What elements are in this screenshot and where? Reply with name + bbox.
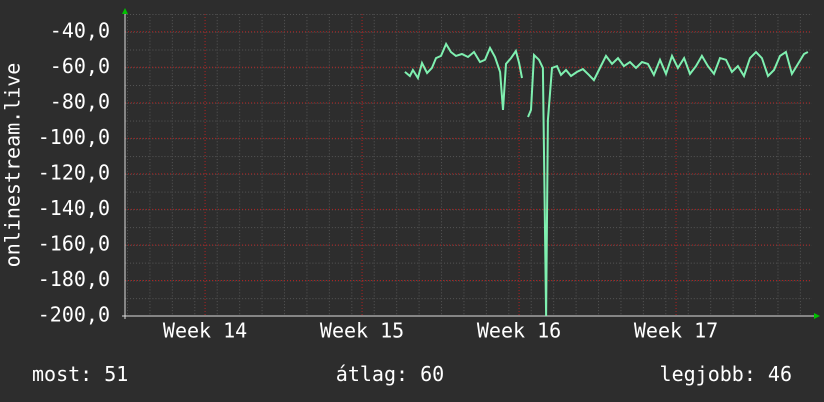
stat-value: 51 [104,362,128,386]
stats: most: 51 átlag: 60 legjobb: 46 [32,362,792,386]
x-tick-label: Week 17 [634,319,718,343]
stat-label: legjobb: [660,362,756,386]
y-tick-label: -80,0 [50,89,110,113]
y-axis-label: onlinestream.live [1,63,25,268]
stat: most: 51 [32,362,128,386]
y-tick-label: -140,0 [38,196,110,220]
stat-label: most: [32,362,92,386]
stat-label: átlag: [336,362,408,386]
y-tick-label: -120,0 [38,160,110,184]
minor-grid [125,14,812,316]
y-tick-label: -180,0 [38,267,110,291]
x-tick-label: Week 14 [163,319,247,343]
y-tick-label: -160,0 [38,231,110,255]
stat-value: 60 [420,362,444,386]
x-axis-arrow [814,313,820,319]
y-axis-arrow [122,8,128,14]
stat: átlag: 60 [336,362,444,386]
y-tick-label: -200,0 [38,303,110,327]
y-tick-label: -60,0 [50,54,110,78]
x-tick-label: Week 16 [477,319,561,343]
y-tick-label: -40,0 [50,18,110,42]
y-tick-label: -100,0 [38,125,110,149]
stat-value: 46 [768,362,792,386]
series-line [404,41,809,317]
stat: legjobb: 46 [660,362,792,386]
x-tick-label: Week 15 [320,319,404,343]
